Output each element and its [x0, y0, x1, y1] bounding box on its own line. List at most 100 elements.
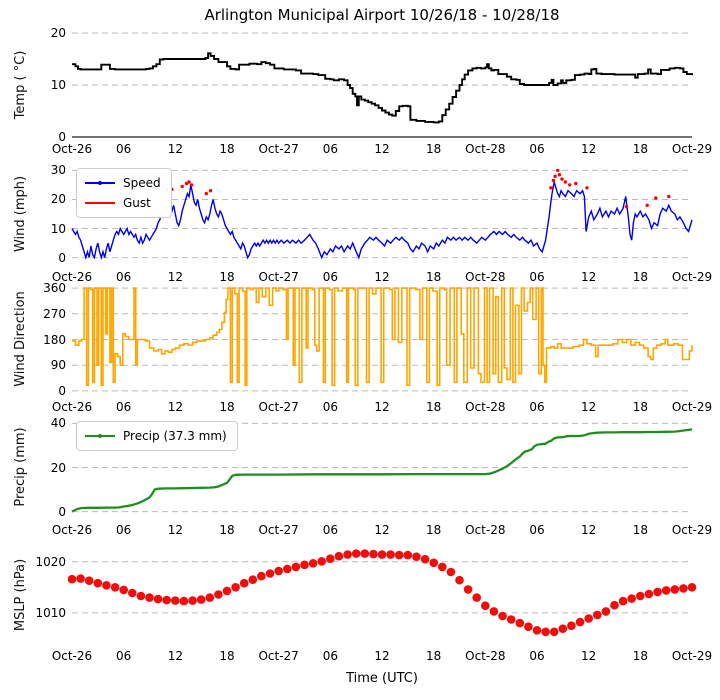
- y-tick-label: 20: [50, 192, 66, 207]
- y-tick-label: 20: [50, 460, 66, 475]
- x-tick-label: 06: [322, 400, 338, 414]
- x-tick-label: Oct-29: [671, 142, 713, 156]
- x-tick-label: Oct-27: [258, 400, 299, 414]
- speed-legend-label: Speed: [123, 176, 161, 190]
- y-tick-label: 90: [50, 358, 66, 373]
- x-tick-label: 06: [116, 270, 132, 284]
- y-tick-label: 10: [50, 221, 66, 236]
- y-tick-label: 0: [58, 504, 66, 519]
- x-tick-label: Oct-26: [51, 142, 93, 156]
- speed-legend-line: [85, 178, 115, 188]
- x-tick-label: Oct-29: [671, 649, 713, 663]
- y-tick-label: 20: [50, 26, 66, 40]
- x-tick-label: Oct-26: [51, 270, 93, 284]
- x-tick-label: 06: [116, 400, 132, 414]
- x-tick-label: 18: [219, 142, 235, 156]
- x-tick-label: Oct-26: [51, 523, 93, 537]
- x-tick-label: Oct-29: [671, 523, 713, 537]
- y-tick-label: 360: [43, 281, 66, 296]
- wind-axis-label: Wind (mph): [13, 175, 28, 253]
- gust-legend-label: Gust: [123, 196, 151, 210]
- x-tick-label: Oct-28: [465, 523, 506, 537]
- gust-legend-line: [85, 198, 115, 208]
- x-tick-label: Oct-28: [465, 400, 506, 414]
- y-tick-label: 1010: [35, 605, 66, 620]
- legend-entry-gust: Gust: [85, 193, 161, 213]
- gust-dots: [165, 168, 671, 209]
- x-tick-label: 18: [219, 523, 235, 537]
- legend-entry-speed: Speed: [85, 173, 161, 193]
- y-tick-label: 0: [58, 250, 66, 265]
- y-tick-label: 180: [43, 332, 66, 347]
- x-tick-label: 06: [116, 142, 132, 156]
- x-tick-label: 06: [529, 270, 545, 284]
- x-tick-label: 18: [219, 649, 235, 663]
- x-tick-label: Oct-28: [465, 649, 506, 663]
- wind-legend: Speed Gust: [76, 168, 172, 218]
- x-tick-label: 12: [167, 270, 183, 284]
- x-tick-label: 12: [167, 400, 183, 414]
- x-tick-label: 18: [632, 142, 648, 156]
- x-tick-label: 12: [374, 400, 390, 414]
- precip-legend: Precip (37.3 mm): [76, 421, 238, 451]
- x-tick-label: Oct-27: [258, 523, 299, 537]
- y-tick-label: 30: [50, 163, 66, 178]
- x-tick-label: 06: [322, 523, 338, 537]
- x-tick-label: 12: [374, 523, 390, 537]
- y-tick-label: 0: [58, 383, 66, 398]
- precip-37-3-mm--series-line: [71, 428, 693, 513]
- x-tick-label: 12: [167, 142, 183, 156]
- x-tick-label: 12: [581, 400, 597, 414]
- x-tick-label: 06: [322, 270, 338, 284]
- x-tick-label: 06: [116, 523, 132, 537]
- x-tick-label: 12: [581, 649, 597, 663]
- x-tick-label: 12: [374, 142, 390, 156]
- y-tick-label: 10: [50, 78, 66, 92]
- mslp-dots: [67, 549, 697, 637]
- x-tick-label: 18: [426, 523, 442, 537]
- x-tick-label: 06: [529, 523, 545, 537]
- x-tick-label: 06: [529, 142, 545, 156]
- x-tick-label: 18: [426, 270, 442, 284]
- precip-legend-label: Precip (37.3 mm): [123, 429, 227, 443]
- legend-entry-precip: Precip (37.3 mm): [85, 426, 227, 446]
- x-tick-label: Oct-27: [258, 649, 299, 663]
- y-tick-label: 0: [58, 130, 66, 144]
- speed-series-line: [71, 181, 693, 261]
- x-tick-label: 18: [219, 270, 235, 284]
- temp-series-line: [72, 52, 693, 124]
- x-tick-label: 06: [116, 649, 132, 663]
- x-tick-label: 06: [322, 142, 338, 156]
- x-tick-label: 12: [581, 270, 597, 284]
- x-tick-label: Oct-28: [465, 270, 506, 284]
- x-tick-label: 06: [322, 649, 338, 663]
- x-tick-label: 12: [167, 649, 183, 663]
- y-tick-label: 40: [50, 416, 66, 431]
- x-tick-label: 18: [632, 270, 648, 284]
- x-tick-label: 18: [219, 400, 235, 414]
- x-tick-label: 12: [374, 270, 390, 284]
- x-tick-label: 18: [632, 400, 648, 414]
- x-tick-label: 12: [581, 142, 597, 156]
- mslp-axis-label: MSLP (hPa): [13, 558, 28, 632]
- precip-legend-line: [85, 431, 115, 441]
- x-tick-label: 18: [426, 649, 442, 663]
- x-tick-label: 18: [632, 649, 648, 663]
- y-tick-label: 1020: [35, 554, 66, 569]
- x-tick-label: Oct-26: [51, 400, 93, 414]
- x-tick-label: 12: [581, 523, 597, 537]
- x-tick-label: 12: [167, 523, 183, 537]
- direction-series-line: [72, 287, 693, 386]
- x-tick-label: Oct-27: [258, 142, 299, 156]
- x-tick-label: 18: [632, 523, 648, 537]
- x-tick-label: Oct-26: [51, 649, 93, 663]
- x-tick-label: Oct-29: [671, 270, 713, 284]
- x-tick-label: 06: [529, 649, 545, 663]
- x-tick-label: 18: [426, 400, 442, 414]
- chart-title: Arlington Municipal Airport 10/26/18 - 1…: [204, 6, 560, 24]
- x-tick-label: Oct-27: [258, 270, 299, 284]
- y-tick-label: 270: [43, 306, 66, 321]
- x-tick-label: 18: [426, 142, 442, 156]
